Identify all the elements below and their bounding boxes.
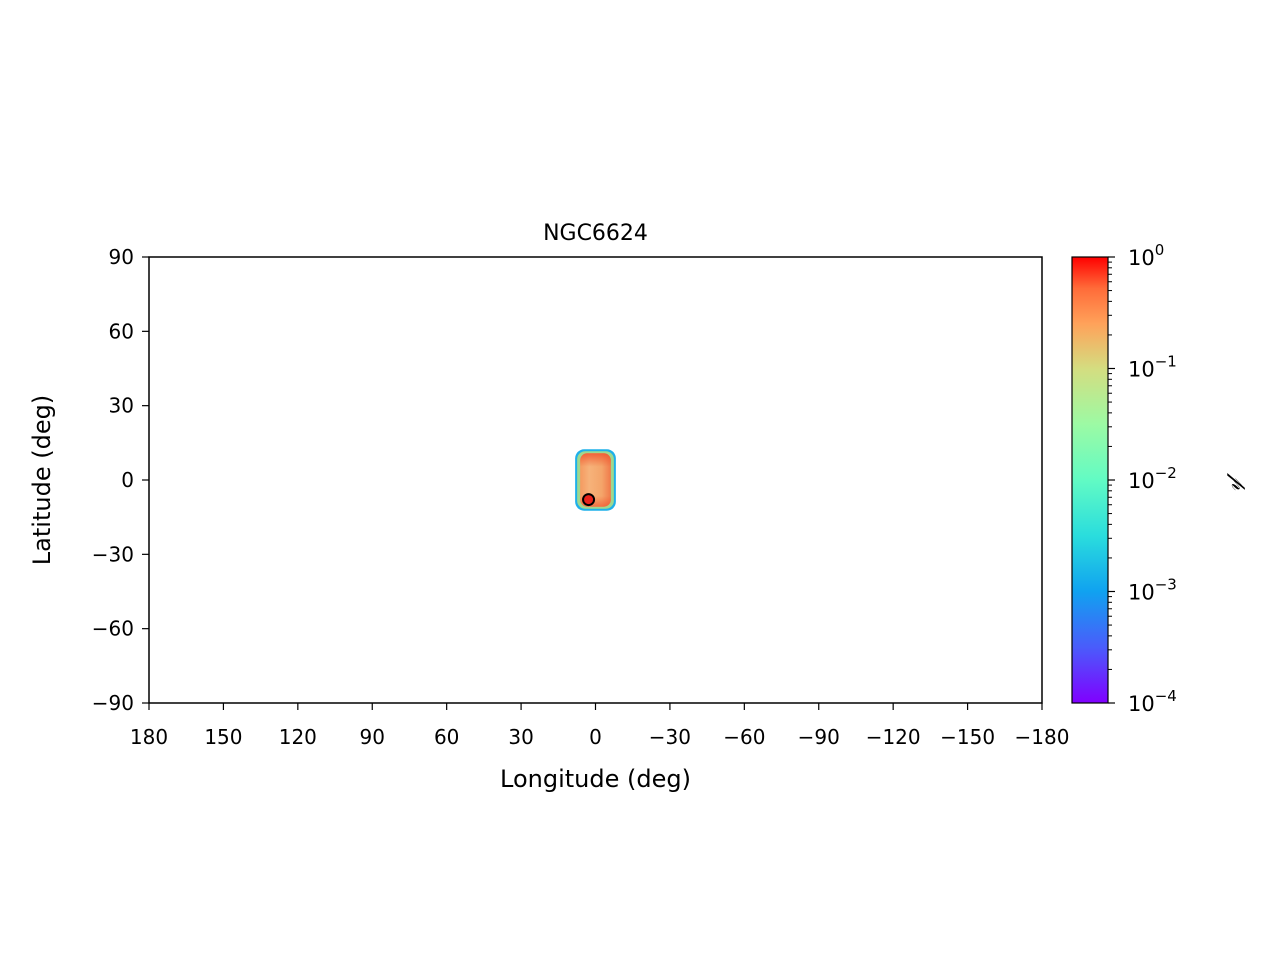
y-tick-label: 60 (109, 319, 134, 343)
colorbar-tick-label: 10−1 (1128, 353, 1177, 382)
y-tick-label: 90 (109, 245, 134, 269)
y-tick-label: −90 (92, 691, 134, 715)
x-tick-label: 120 (279, 725, 317, 749)
y-tick-label: −60 (92, 617, 134, 641)
chart-title: NGC6624 (543, 221, 648, 246)
colorbar-tick-label: 10−2 (1128, 464, 1177, 493)
density-heatmap (575, 449, 616, 511)
x-tick-label: −120 (866, 725, 921, 749)
cluster-position-marker (582, 493, 596, 507)
x-tick-label: −150 (940, 725, 995, 749)
x-tick-label: −60 (723, 725, 765, 749)
y-tick-label: 0 (121, 468, 134, 492)
y-tick-label: −30 (92, 542, 134, 566)
colorbar-tick-label: 100 (1128, 241, 1164, 270)
x-tick-label: −180 (1015, 725, 1070, 749)
x-tick-label: −90 (798, 725, 840, 749)
y-axis-label: Latitude (deg) (28, 395, 56, 565)
x-tick-label: 0 (589, 725, 602, 749)
y-tick-label: 30 (109, 394, 134, 418)
colorbar-tick-label: 10−3 (1128, 576, 1177, 605)
x-tick-label: 90 (360, 725, 385, 749)
x-tick-label: −30 (649, 725, 691, 749)
x-tick-label: 30 (508, 725, 533, 749)
colorbar-tick-label: 10−4 (1128, 687, 1177, 716)
colorbar-label: 𝓅 (1226, 472, 1251, 491)
colorbar-ticks: 100 10−1 10−2 10−3 10−4 (1108, 241, 1177, 716)
x-axis-label: Longitude (deg) (500, 765, 691, 793)
x-axis-ticks: 180 150 120 90 60 30 0 −30 −60 −90 −120 −150 −180 (130, 703, 1070, 749)
colorbar (1071, 256, 1109, 704)
x-tick-label: 150 (204, 725, 242, 749)
x-tick-label: 180 (130, 725, 168, 749)
y-axis-ticks: 90 60 30 0 −30 −60 −90 (92, 245, 149, 715)
x-tick-label: 60 (434, 725, 459, 749)
